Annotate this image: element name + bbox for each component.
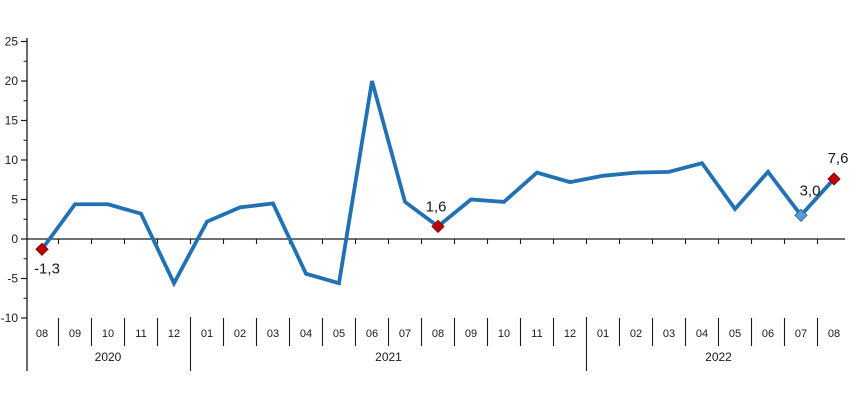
y-axis-tick-label: -10 (1, 311, 19, 325)
month-label: 09 (465, 328, 477, 340)
month-label: 07 (399, 328, 411, 340)
month-label: 03 (267, 328, 279, 340)
y-axis-tick-label: 10 (5, 153, 19, 167)
month-label: 09 (69, 328, 81, 340)
month-label: 08 (36, 328, 48, 340)
year-label: 2020 (95, 350, 122, 364)
y-axis-tick-label: 0 (11, 232, 18, 246)
month-label: 04 (696, 328, 708, 340)
data-point-label: -1,3 (34, 260, 60, 277)
month-label: 06 (366, 328, 378, 340)
series-line (40, 80, 836, 288)
month-label: 10 (102, 328, 114, 340)
data-point-label: 1,6 (426, 198, 447, 215)
data-point-label: 7,6 (828, 150, 849, 167)
data-point-marker (794, 208, 808, 223)
y-axis-tick-label: 5 (11, 193, 18, 207)
month-label: 12 (168, 328, 180, 340)
data-point-marker (431, 219, 445, 234)
month-label: 05 (729, 328, 741, 340)
month-label: 06 (762, 328, 774, 340)
month-label: 10 (498, 328, 510, 340)
data-point-label: 3,0 (800, 182, 821, 199)
y-axis-tick-label: 25 (5, 35, 19, 49)
month-label: 11 (531, 328, 542, 340)
year-label: 2022 (705, 350, 732, 364)
month-label: 02 (234, 328, 246, 340)
month-label: 07 (795, 328, 807, 340)
month-label: 05 (333, 328, 345, 340)
y-axis-tick-label: -5 (7, 272, 18, 286)
month-label: 11 (135, 328, 146, 340)
month-label: 04 (300, 328, 312, 340)
month-label: 03 (663, 328, 675, 340)
data-point-marker (35, 242, 49, 256)
year-label: 2021 (375, 350, 402, 364)
month-label: 08 (828, 328, 840, 340)
data-point-marker (827, 172, 841, 186)
month-label: 01 (201, 328, 213, 340)
y-axis-tick-label: 15 (5, 114, 19, 128)
month-label: 02 (630, 328, 642, 340)
month-label: 12 (564, 328, 576, 340)
y-axis-tick-label: 20 (5, 74, 19, 88)
month-label: 01 (597, 328, 609, 340)
month-label: 08 (432, 328, 444, 340)
